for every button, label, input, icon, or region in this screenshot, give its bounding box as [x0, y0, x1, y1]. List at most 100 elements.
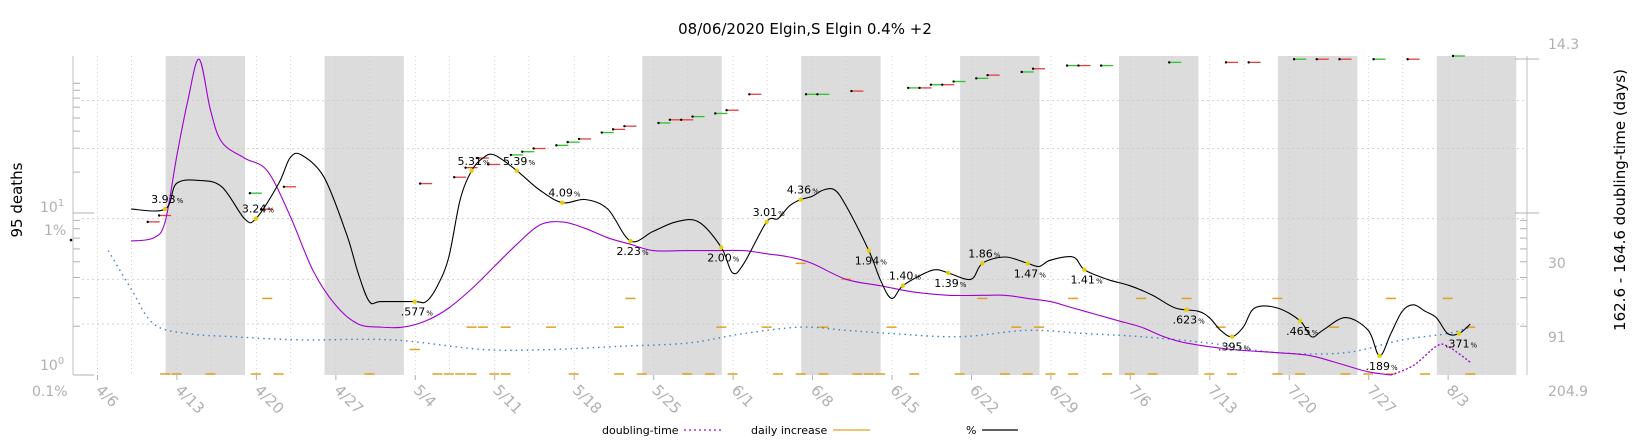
annotation-label: 5.39%: [503, 155, 536, 168]
x-tick-label: 6/29: [1046, 381, 1083, 418]
daily-markers: [146, 54, 1476, 375]
annotation-dot: [798, 197, 803, 202]
daily-percent-dot: [1065, 64, 1069, 67]
annotation-label: 2.23%: [616, 245, 649, 258]
right-tick-30: 30: [1548, 256, 1566, 272]
x-tick-label: 4/6: [92, 381, 122, 411]
weekend-band-1: [324, 56, 404, 375]
annotation-label: 3.01%: [753, 206, 786, 219]
percent-annotations: 3.93% 3.24% .577% 5.31% 5.39% 4.09% 2.23% 2.00%…: [151, 155, 1477, 373]
annotation-label: .465%: [1286, 325, 1319, 338]
left-tick-1: 100: [40, 356, 64, 374]
x-tick-label: 5/18: [569, 381, 606, 418]
weekend-band-5: [1119, 56, 1199, 375]
left-axis-title: 95 deaths: [8, 162, 26, 237]
daily-percent-dot: [260, 207, 263, 211]
daily-percent-dot: [464, 166, 467, 169]
daily-percent-dot: [623, 124, 626, 128]
daily-percent-dot: [1292, 57, 1296, 61]
daily-percent-dot: [600, 131, 603, 134]
daily-percent-dot: [509, 153, 513, 157]
daily-percent-dot: [986, 73, 989, 77]
daily-percent-dot: [929, 83, 933, 86]
daily-percent-dot: [248, 191, 252, 195]
doubling-time-line-projected: [1390, 343, 1471, 376]
annotation-dot: [162, 206, 168, 212]
x-tick-label: 7/13: [1204, 381, 1241, 418]
daily-percent-dot: [577, 137, 581, 141]
x-tick-label: 4/20: [251, 381, 288, 418]
daily-percent-dot: [941, 83, 944, 86]
daily-percent-dot: [748, 93, 751, 96]
daily-percent-dot: [418, 182, 422, 185]
annotation-label: 1.47%: [1014, 267, 1046, 280]
daily-percent-dot: [487, 163, 490, 166]
daily-percent-dot: [555, 144, 558, 147]
annotation-dot: [1297, 318, 1303, 323]
daily-percent-dot: [952, 80, 955, 83]
daily-percent-dot: [282, 185, 286, 188]
weekend-band-3: [801, 56, 881, 375]
daily-percent-dot: [725, 109, 728, 112]
left-edge-dot: [69, 238, 73, 242]
legend-daily-label: daily increase: [751, 424, 827, 437]
annotation-dot: [764, 219, 769, 225]
percent-line: [131, 152, 1471, 357]
annotation-label: .395%: [1218, 341, 1251, 354]
annotation-label: 1.40%: [889, 270, 922, 283]
annotation-dot: [514, 168, 520, 174]
annotation-label: 3.24%: [242, 203, 275, 216]
annotation-dot: [1229, 334, 1235, 339]
right-axis-title: 162.6 - 164.6 doubling-time (days): [1611, 69, 1629, 331]
annotation-dot: [1025, 261, 1030, 266]
x-tick-label: 5/11: [489, 381, 526, 418]
daily-percent-dot: [1099, 64, 1103, 67]
daily-percent-dot: [1077, 64, 1080, 67]
weekend-band-4: [960, 56, 1040, 375]
legend-percent-label: %: [966, 424, 976, 437]
annotation-label: 5.31%: [458, 155, 491, 168]
annotation-label: .371%: [1445, 338, 1478, 351]
annotation-dot: [253, 216, 259, 221]
weekend-band-2: [642, 56, 722, 375]
daily-percent-dot: [1406, 57, 1409, 61]
annotation-label: 4.36%: [787, 184, 820, 197]
right-tick-top: 14.3: [1548, 37, 1579, 53]
daily-percent-dot: [453, 176, 456, 179]
daily-percent-dot: [714, 112, 717, 115]
x-tick-label: 6/15: [887, 381, 924, 418]
daily-percent-dot: [1451, 54, 1455, 58]
annotation-dot: [1377, 353, 1382, 359]
x-tick-label: 6/22: [966, 381, 1003, 418]
x-tick-label: 7/20: [1284, 381, 1321, 418]
x-tick-label: 7/6: [1125, 381, 1155, 411]
annotation-label: 2.00%: [707, 251, 740, 264]
annotation-dot: [866, 248, 871, 253]
annotation-dot: [900, 283, 906, 288]
daily-percent-dot: [521, 150, 524, 153]
x-tick-label: 4/27: [331, 381, 368, 418]
annotation-label: .189%: [1366, 360, 1399, 373]
x-tick-label: 6/1: [728, 381, 758, 411]
doubling-time-line: [131, 58, 1391, 376]
x-tick-label: 7/27: [1363, 381, 1400, 418]
right-tick-bottom: 204.9: [1548, 384, 1588, 400]
daily-percent-dot: [918, 86, 921, 90]
daily-percent-dot: [1168, 61, 1171, 64]
annotation-dot: [946, 270, 951, 276]
daily-percent-dot: [1224, 61, 1228, 64]
daily-percent-dot: [611, 128, 615, 131]
daily-percent-dot: [1031, 67, 1035, 70]
x-tick-label: 5/4: [410, 381, 440, 411]
annotation-label: 4.09%: [548, 187, 581, 200]
annotation-dot: [628, 238, 633, 244]
daily-percent-dot: [804, 93, 808, 96]
daily-percent-dot: [566, 140, 569, 144]
daily-percent-dot: [1372, 57, 1375, 61]
series-lines: [69, 58, 1471, 376]
daily-percent-dot: [691, 115, 694, 118]
daily-percent-dot: [475, 156, 479, 160]
daily-percent-dot: [657, 121, 660, 125]
chart-title: 08/06/2020 Elgin,S Elgin 0.4% +2: [678, 20, 932, 38]
legend: doubling-time daily increase %: [602, 424, 1018, 437]
